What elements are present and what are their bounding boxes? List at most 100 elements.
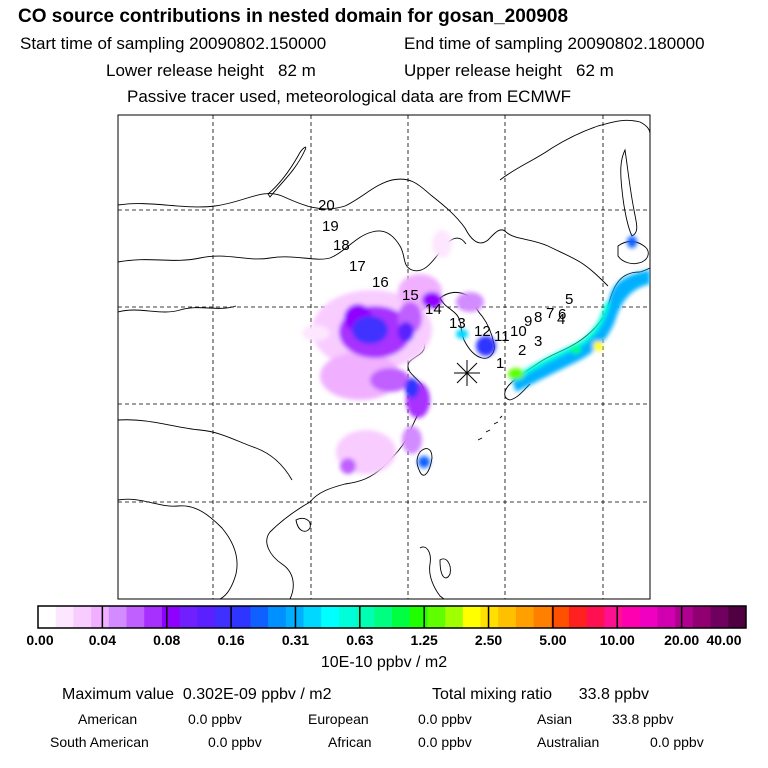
trajectory-label: 15 (402, 287, 419, 304)
colorbar-cell (73, 606, 92, 628)
colorbar-cell (462, 606, 481, 628)
trajectory-label: 7 (546, 305, 554, 322)
coastlines (118, 119, 650, 599)
trajectory-label: 5 (565, 291, 573, 308)
trajectory-label: 3 (534, 333, 542, 350)
colorbar-cell (250, 606, 269, 628)
lower-release-height: Lower release height 82 m (106, 61, 316, 81)
trajectory-label: 4 (557, 311, 565, 328)
colorbar-cell (108, 606, 127, 628)
colorbar-tick-label: 2.50 (475, 632, 502, 648)
region-value: 0.0 ppbv (418, 734, 472, 750)
total-mixing-ratio: Total mixing ratio 33.8 ppbv (432, 686, 649, 704)
concentration-field (302, 230, 650, 474)
colorbar-tick-label: 0.31 (282, 632, 309, 648)
colorbar-cell (215, 606, 234, 628)
colorbar-tick-label: 0.04 (89, 632, 116, 648)
trajectory-label: 16 (372, 274, 389, 291)
colorbar-cell (675, 606, 694, 628)
colorbar-cell (321, 606, 340, 628)
trajectory-label: 20 (318, 197, 335, 214)
colorbar-cell (445, 606, 464, 628)
upper-release-value: 62 m (576, 61, 614, 80)
trajectory-label: 18 (333, 237, 350, 254)
start-time-value: 20090802.150000 (189, 34, 327, 53)
colorbar-cell (639, 606, 658, 628)
colorbar-cell (586, 606, 605, 628)
start-time-label: Start time of sampling (20, 34, 185, 53)
colorbar-tick-label: 0.00 (26, 632, 53, 648)
trajectory-label: 12 (474, 323, 491, 340)
max-label: Maximum value (62, 686, 175, 703)
trajectory-label: 19 (322, 218, 339, 235)
colorbar-frame (37, 605, 747, 629)
colorbar-unit: 10E-10 ppbv / m2 (320, 654, 448, 671)
colorbar-cell (356, 606, 375, 628)
region-value: 33.8 ppbv (612, 711, 674, 727)
total-label: Total mixing ratio (432, 686, 553, 703)
colorbar-cell (303, 606, 322, 628)
colorbar-cell (197, 606, 216, 628)
upper-release-label: Upper release height (404, 61, 562, 80)
region-value: 0.0 ppbv (418, 711, 472, 727)
colorbar-cell (569, 606, 588, 628)
colorbar-cell (161, 606, 180, 628)
colorbar-tick-label: 0.16 (217, 632, 244, 648)
trajectory-label: 10 (510, 323, 527, 340)
colorbar-tick-label: 5.00 (539, 632, 566, 648)
colorbar-cell (374, 606, 393, 628)
region-value: 0.0 ppbv (208, 734, 262, 750)
colorbar-cell (338, 606, 357, 628)
max-value: 0.302E-09 ppbv / m2 (182, 686, 332, 703)
region-name: African (328, 734, 372, 750)
colorbar-cell (498, 606, 517, 628)
receptor-star-icon (454, 360, 480, 386)
lower-release-value: 82 m (278, 61, 316, 80)
tracer-note: Passive tracer used, meteorological data… (127, 87, 572, 106)
colorbar-cell (268, 606, 287, 628)
trajectory-label: 8 (534, 309, 542, 326)
colorbar-cell (604, 606, 623, 628)
colorbar-cell (533, 606, 552, 628)
region-name: South American (50, 734, 149, 750)
colorbar-cell (392, 606, 411, 628)
colorbar-cell (232, 606, 251, 628)
end-time: End time of sampling 20090802.180000 (404, 34, 705, 54)
colorbar-tick-label: 0.08 (153, 632, 180, 648)
trajectory-label: 1 (496, 355, 504, 372)
region-name: Asian (537, 711, 573, 727)
colorbar-cell (55, 606, 74, 628)
colorbar-cell (515, 606, 534, 628)
trajectory-label: 17 (349, 258, 366, 275)
lower-release-label: Lower release height (106, 61, 264, 80)
colorbar-cell (38, 606, 57, 628)
colorbar-cell (480, 606, 499, 628)
colorbar-cell (551, 606, 570, 628)
colorbar-cell (427, 606, 446, 628)
region-name: European (308, 711, 369, 727)
map-title: CO source contributions in nested domain… (18, 6, 569, 27)
colorbar-cell (126, 606, 145, 628)
colorbar-tick-label: 40.00 (706, 632, 741, 648)
region-value: 0.0 ppbv (188, 711, 242, 727)
colorbar-tick-label: 0.63 (346, 632, 373, 648)
trajectory-label: 6 (558, 306, 566, 323)
colorbar-cell (409, 606, 428, 628)
region-name: American (78, 711, 138, 727)
maximum-value: Maximum value 0.302E-09 ppbv / m2 (62, 686, 331, 704)
end-time-value: 20090802.180000 (567, 34, 705, 53)
end-time-label: End time of sampling (404, 34, 563, 53)
colorbar-cell (622, 606, 641, 628)
colorbar-cell (710, 606, 729, 628)
start-time: Start time of sampling 20090802.150000 (20, 34, 326, 54)
trajectory-label: 13 (449, 315, 466, 332)
colorbar-tick-label: 1.25 (411, 632, 438, 648)
colorbar-cell (692, 606, 711, 628)
colorbar-tick-label: 10.00 (600, 632, 635, 648)
upper-release-height: Upper release height 62 m (404, 61, 614, 81)
total-value: 33.8 ppbv (578, 686, 649, 703)
colorbar-cell (144, 606, 163, 628)
colorbar-tick-label: 20.00 (664, 632, 699, 648)
